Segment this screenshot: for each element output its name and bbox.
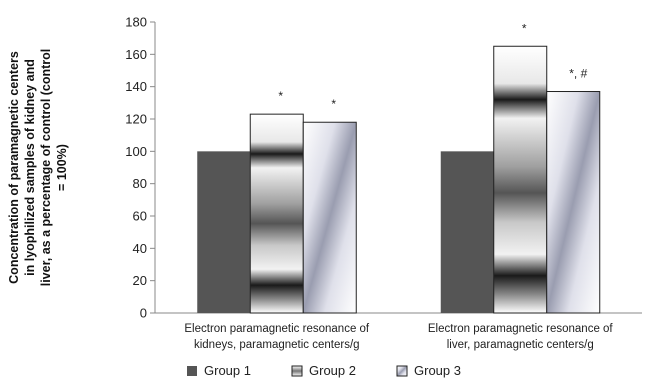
x-category-label: liver, paramagnetic centers/g bbox=[447, 339, 594, 351]
y-axis-title-line: in lyophilized samples of kidney and bbox=[23, 59, 37, 276]
y-tick-label: 160 bbox=[125, 47, 147, 62]
significance-annotation: * bbox=[331, 97, 336, 111]
x-category-label: kidneys, paramagnetic centers/g bbox=[194, 339, 360, 351]
y-axis-title-line: liver, as a percentage of control (contr… bbox=[39, 49, 53, 287]
y-tick-label: 0 bbox=[140, 306, 147, 321]
legend-label-group-1: Group 1 bbox=[204, 363, 251, 378]
legend-label-group-3: Group 3 bbox=[414, 363, 461, 378]
legend: Group 1 Group 2 Group 3 bbox=[187, 363, 461, 378]
category-labels: Electron paramagnetic resonance of kidney… bbox=[184, 323, 613, 351]
legend-swatch-group-3 bbox=[396, 365, 408, 377]
y-tick-label: 40 bbox=[133, 241, 147, 256]
significance-annotation: * bbox=[522, 21, 527, 35]
bar-3-cat-2 bbox=[546, 91, 601, 314]
y-axis-title: Concentration of paramagnetic centers in … bbox=[7, 49, 69, 287]
significance-annotation: *, # bbox=[569, 67, 587, 81]
y-axis-title-line: Concentration of paramagnetic centers bbox=[7, 51, 21, 284]
significance-annotation: * bbox=[278, 89, 283, 103]
x-category-label: Electron paramagnetic resonance of bbox=[428, 323, 614, 335]
y-tick-label: 20 bbox=[133, 273, 147, 288]
legend-label-group-2: Group 2 bbox=[309, 363, 356, 378]
bar-2-cat-2 bbox=[493, 45, 548, 314]
y-tick-label: 120 bbox=[125, 112, 147, 127]
y-tick-label: 60 bbox=[133, 209, 147, 224]
x-category-label: Electron paramagnetic resonance of bbox=[184, 323, 370, 335]
y-tick-label: 140 bbox=[125, 79, 147, 94]
bar-3-cat-1 bbox=[302, 121, 357, 314]
legend-swatch-group-2 bbox=[291, 365, 303, 377]
y-axis-ticks: 0 20 40 60 80 100 120 140 160 180 bbox=[125, 15, 155, 321]
y-tick-label: 180 bbox=[125, 15, 147, 30]
legend-swatch-group-1 bbox=[187, 366, 197, 376]
bars bbox=[197, 45, 601, 314]
y-tick-label: 100 bbox=[125, 144, 147, 159]
bar-1-cat-2 bbox=[440, 151, 494, 313]
bar-1-cat-1 bbox=[197, 151, 251, 313]
y-tick-label: 80 bbox=[133, 176, 147, 191]
y-axis-title-line: = 100%) bbox=[55, 144, 69, 191]
bar-2-cat-1 bbox=[249, 113, 304, 314]
annotations: * * * *, # bbox=[278, 21, 587, 111]
